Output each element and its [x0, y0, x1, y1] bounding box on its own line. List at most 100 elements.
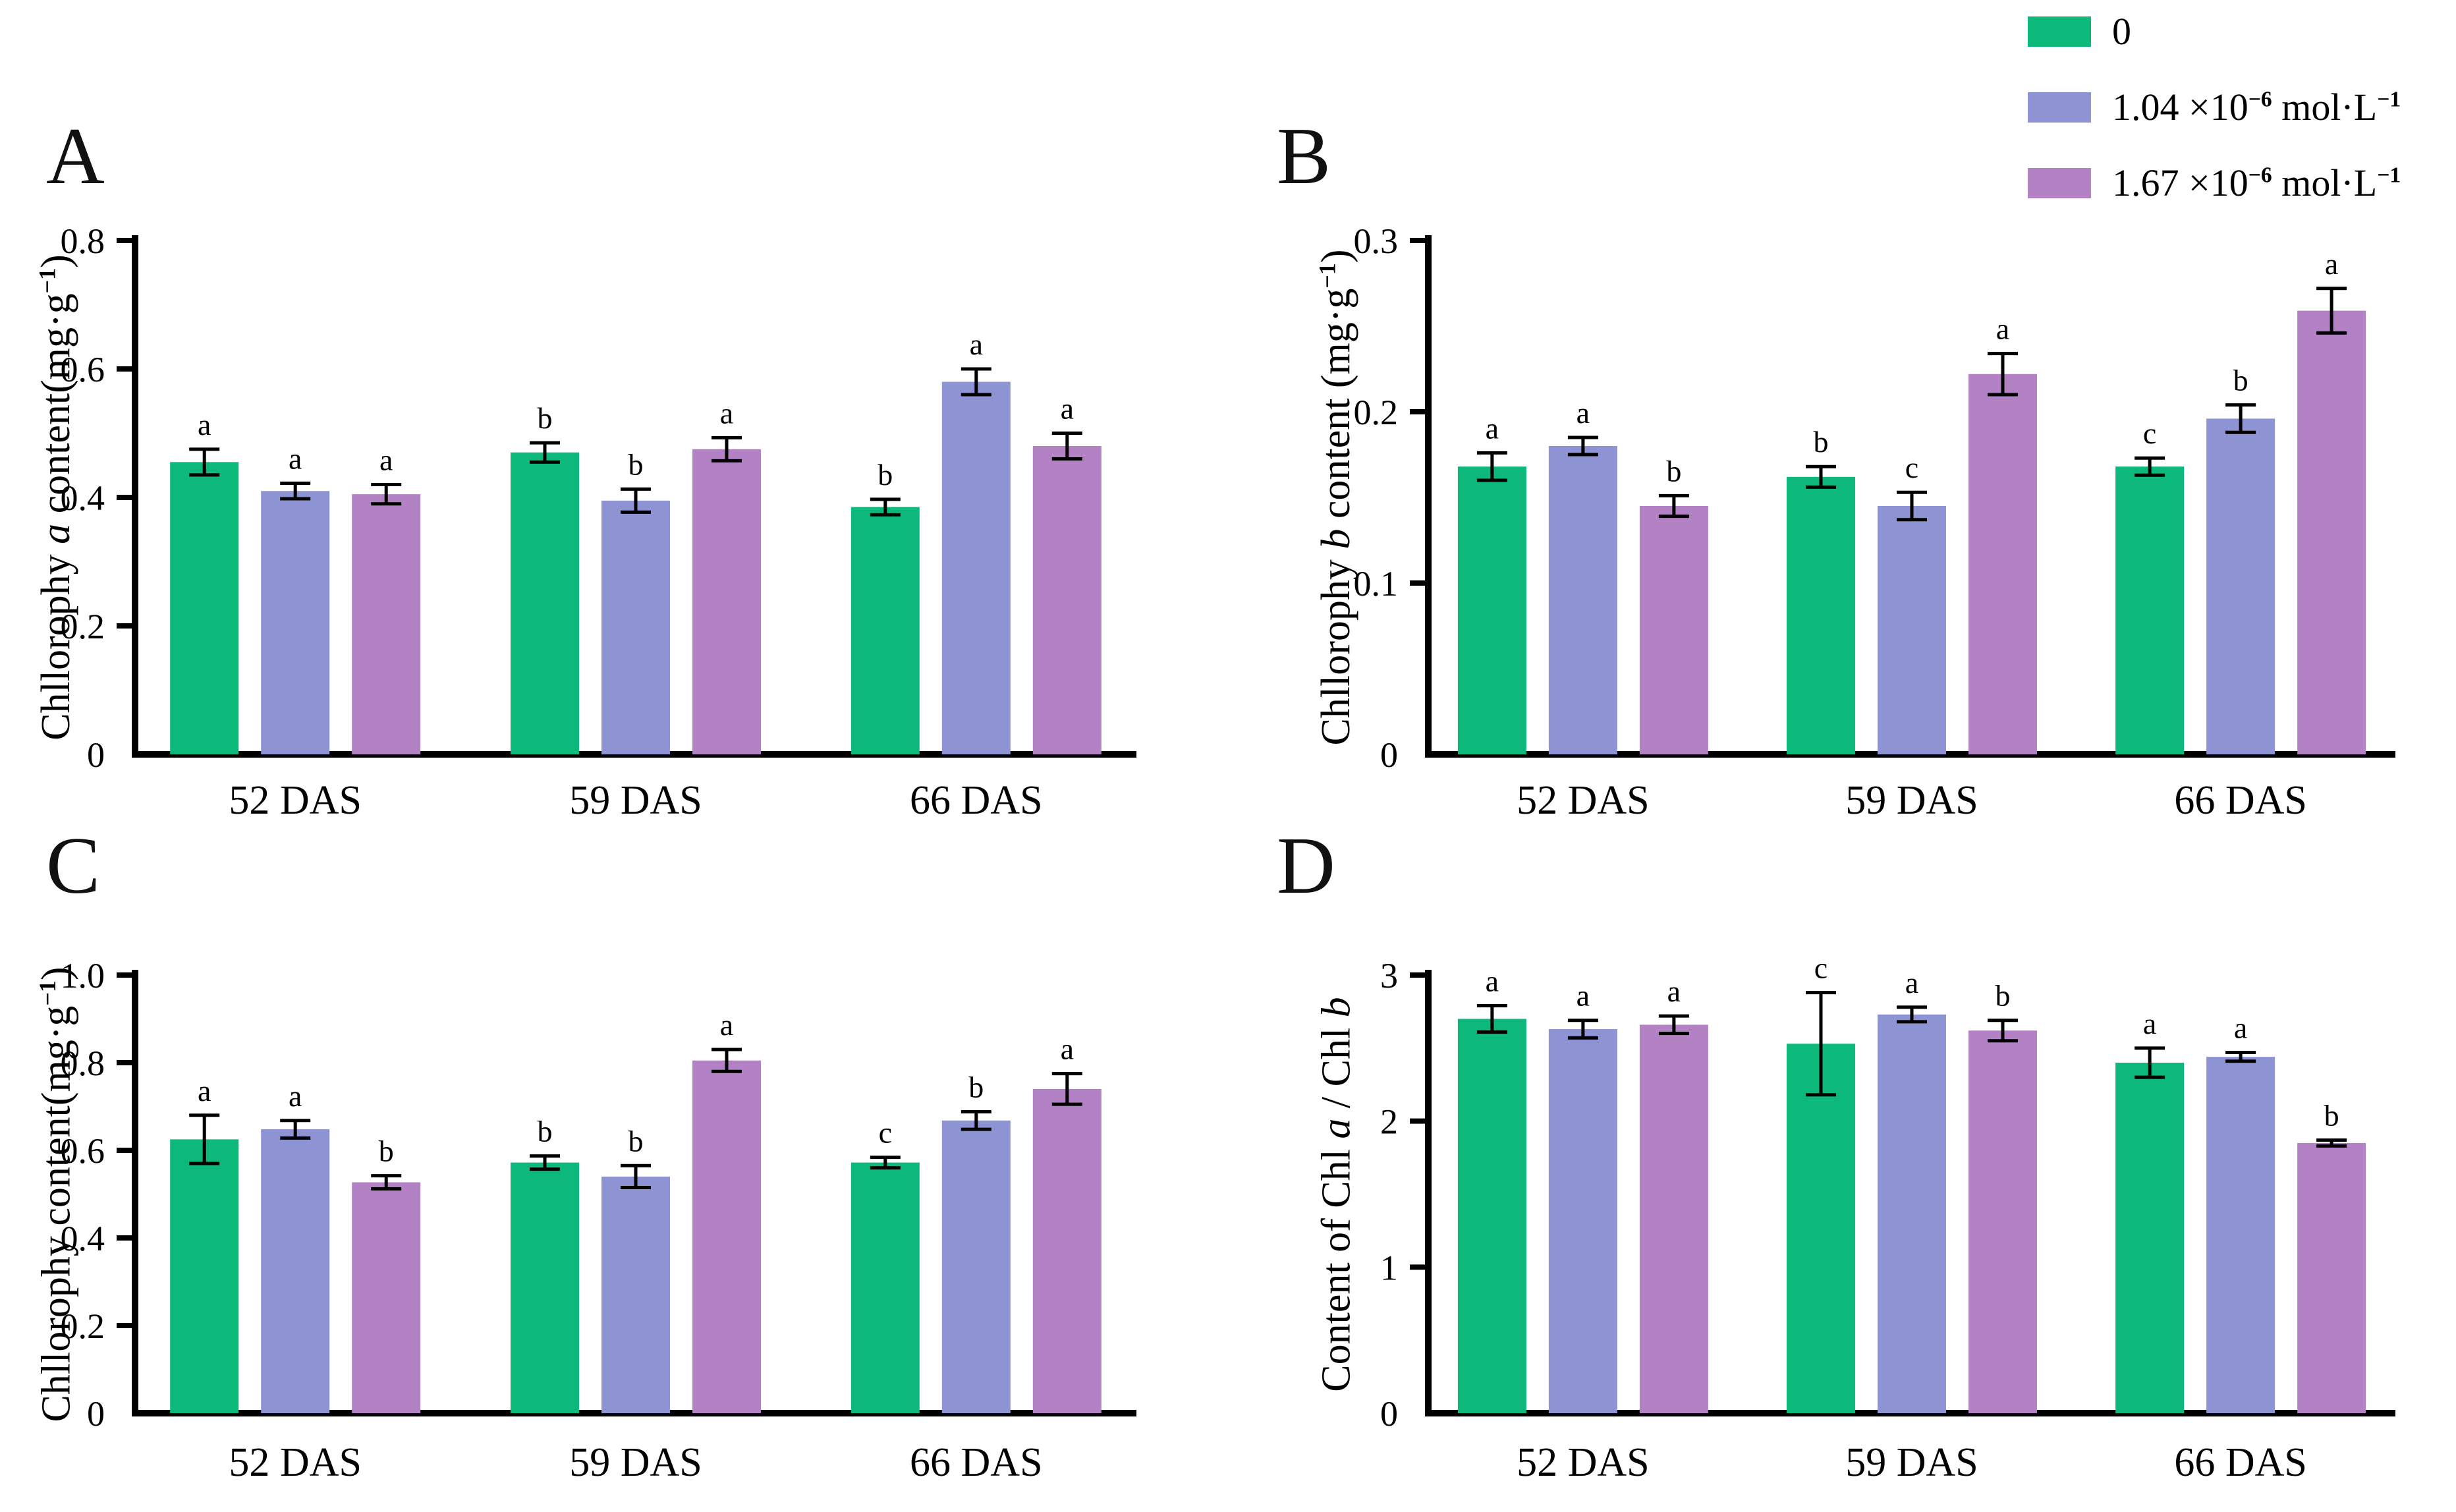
bar	[941, 1120, 1011, 1413]
y-tick-label: 0.4	[61, 478, 105, 518]
sig-letter: a	[2143, 1007, 2156, 1040]
y-tick-label: 0.1	[1354, 564, 1399, 603]
bar	[1457, 466, 1526, 754]
bar-plot: 0 0.1 0.2 0.3 a a b 52 DAS b c a 59 DAS c b a 66 DAS	[1354, 221, 2395, 823]
y-tick-label: 0	[87, 1394, 105, 1434]
bar	[170, 1139, 239, 1413]
sig-letter: a	[1577, 979, 1590, 1013]
y-tick-label: 0.8	[61, 221, 105, 261]
sig-letter: a	[1061, 392, 1074, 426]
x-tick-label: 52 DAS	[1517, 778, 1650, 823]
legend-swatch	[2028, 16, 2091, 47]
legend-label: 0	[2112, 9, 2131, 53]
bar	[941, 381, 1011, 754]
sig-letter: b	[538, 1115, 553, 1148]
sig-letter: a	[720, 1008, 733, 1042]
y-tick-label: 1	[1380, 1248, 1398, 1287]
bar	[352, 1182, 421, 1413]
legend-item-0: 0	[2028, 9, 2401, 53]
x-tick-label: 59 DAS	[1845, 1440, 1978, 1485]
bar-plot: 0 0.2 0.4 0.6 0.8 1.0 a a b 52 DAS b b a 59 DAS c b a 66 …	[61, 956, 1136, 1485]
label-part: mol·L	[2272, 161, 2378, 204]
sig-letter: c	[1905, 451, 1918, 484]
bar	[261, 491, 330, 754]
sig-letter: c	[1814, 951, 1828, 985]
label-part: 1.67 ×10	[2112, 161, 2248, 204]
bar	[2297, 1142, 2366, 1413]
bar-plot: 0 1 2 3 a a a 52 DAS c a b 59 DAS a a b 66 DAS	[1380, 951, 2395, 1485]
sig-letter: a	[1905, 966, 1918, 999]
sig-letter: a	[720, 396, 733, 430]
label-part: 0	[2112, 10, 2131, 53]
bar	[2206, 418, 2275, 754]
bar	[601, 500, 670, 754]
label-part: 1.04 ×10	[2112, 86, 2248, 128]
bar-plot: 0 0.2 0.4 0.6 0.8 a a a 52 DAS b b a 59 DAS b a a 66 DAS	[61, 221, 1136, 823]
bar	[1968, 1030, 2037, 1413]
legend-item-1: 1.04 ×10−6 mol·L−1	[2028, 85, 2401, 129]
bar	[851, 1162, 920, 1413]
sig-letter: b	[379, 1134, 394, 1168]
y-tick-label: 0	[1380, 1394, 1398, 1434]
bar	[2115, 466, 2185, 754]
x-tick-label: 52 DAS	[229, 778, 362, 823]
y-tick-label: 0.2	[1354, 393, 1399, 432]
sig-letter: a	[1996, 312, 2009, 346]
bar	[1878, 506, 1946, 754]
y-tick-label: 1.0	[61, 956, 105, 995]
label-part: −6	[2248, 163, 2272, 188]
x-tick-label: 66 DAS	[910, 1440, 1043, 1485]
legend-item-2: 1.67 ×10−6 mol·L−1	[2028, 161, 2401, 205]
panel-letter: C	[46, 820, 101, 910]
sig-letter: a	[1486, 965, 1499, 998]
bar	[170, 462, 239, 754]
panel-a: A Chllorophy a content(mg·g−1) 0 0.2 0.4 0.…	[0, 86, 1225, 824]
y-tick-label: 0.6	[61, 350, 105, 389]
y-tick-label: 2	[1380, 1102, 1398, 1142]
bar	[2115, 1063, 2185, 1413]
bar	[352, 494, 421, 754]
bar	[2297, 310, 2366, 755]
label-part: −1	[2377, 87, 2401, 112]
x-tick-label: 59 DAS	[569, 778, 702, 823]
panel-letter: A	[46, 111, 105, 201]
sig-letter: a	[198, 408, 211, 441]
bar	[851, 507, 920, 754]
legend-label: 1.04 ×10−6 mol·L−1	[2112, 85, 2401, 129]
y-tick-label: 0.8	[61, 1044, 105, 1083]
x-tick-label: 59 DAS	[569, 1440, 702, 1485]
x-tick-label: 66 DAS	[2174, 1440, 2307, 1485]
sig-letter: c	[879, 1116, 892, 1150]
sig-letter: c	[2143, 416, 2156, 450]
x-tick-label: 59 DAS	[1845, 778, 1978, 823]
bar	[1787, 1044, 1855, 1413]
bar	[601, 1176, 670, 1413]
sig-letter: a	[1486, 411, 1499, 445]
x-tick-label: 52 DAS	[1517, 1440, 1650, 1485]
bar	[1639, 1024, 1708, 1413]
bar	[1548, 1029, 1617, 1413]
sig-letter: a	[289, 1079, 302, 1113]
bar	[1032, 446, 1102, 754]
bar	[692, 1060, 761, 1413]
label-part: mol·L	[2272, 86, 2378, 128]
bar	[261, 1129, 330, 1413]
sig-letter: a	[2234, 1011, 2247, 1044]
label-part: −1	[2377, 163, 2401, 188]
bar	[511, 1162, 579, 1413]
legend: 0 1.04 ×10−6 mol·L−1 1.67 ×10−6 mol·L−1	[2028, 9, 2401, 205]
panel-c: C Chllorophy content(mg·g−1) 0 0.2 0.4 0.6 0…	[0, 824, 1225, 1512]
y-tick-label: 0	[87, 735, 105, 775]
y-tick-label: 0.2	[61, 1306, 105, 1346]
bar	[1787, 476, 1855, 754]
bar	[1457, 1019, 1526, 1413]
x-tick-label: 52 DAS	[229, 1440, 362, 1485]
sig-letter: a	[2325, 247, 2338, 281]
sig-letter: a	[379, 443, 393, 477]
bar	[2206, 1057, 2275, 1413]
panel-letter: B	[1277, 111, 1331, 201]
panel-letter: D	[1277, 820, 1335, 910]
y-tick-label: 0.4	[61, 1219, 105, 1258]
y-tick-label: 0.2	[61, 607, 105, 646]
